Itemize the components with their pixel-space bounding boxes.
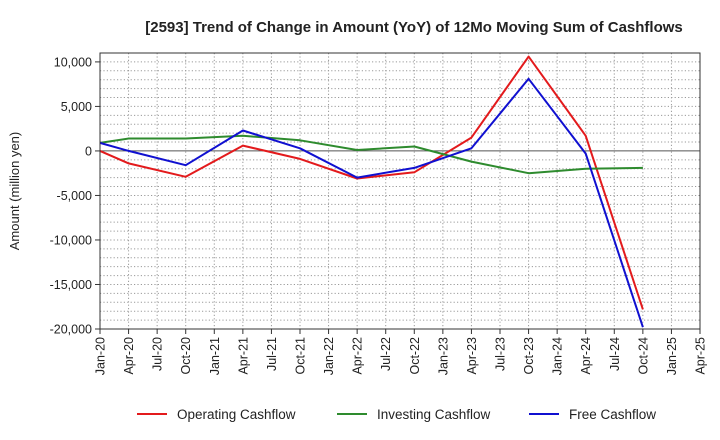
series-line-investing-cashflow xyxy=(99,134,643,175)
x-tick-label: Jan-24 xyxy=(551,337,565,375)
x-tick-label: Jan-23 xyxy=(436,337,450,375)
y-tick-label: 10,000 xyxy=(54,55,92,69)
series-line-free-cashflow xyxy=(99,77,644,328)
x-tick-label: Jan-22 xyxy=(322,337,336,375)
x-tick-label: Jul-23 xyxy=(494,337,508,371)
y-tick-label: -10,000 xyxy=(50,233,92,247)
chart-title: [2593] Trend of Change in Amount (YoY) o… xyxy=(145,19,683,36)
x-tick-label: Apr-23 xyxy=(465,337,479,375)
x-tick-label: Oct-23 xyxy=(522,337,536,375)
x-tick-label: Oct-24 xyxy=(636,337,650,375)
x-tick-label: Jul-22 xyxy=(379,337,393,371)
x-tick-label: Apr-22 xyxy=(351,337,365,375)
x-tick-label: Jul-21 xyxy=(265,337,279,371)
legend-label: Free Cashflow xyxy=(569,407,656,422)
x-tick-label: Apr-24 xyxy=(579,337,593,375)
x-tick-label: Jul-20 xyxy=(151,337,165,371)
plot-area xyxy=(100,53,700,329)
legend-label: Operating Cashflow xyxy=(177,407,296,422)
legend-label: Investing Cashflow xyxy=(377,407,491,422)
axes: 10,0005,0000-5,000-10,000-15,000-20,000J… xyxy=(50,52,708,375)
x-tick-label: Jan-20 xyxy=(94,337,108,375)
plot-background xyxy=(100,53,700,329)
y-tick-label: -15,000 xyxy=(50,278,92,292)
x-tick-label: Oct-21 xyxy=(294,337,308,375)
y-tick-label: 0 xyxy=(85,144,92,158)
x-tick-label: Oct-22 xyxy=(408,337,422,375)
x-tick-label: Apr-20 xyxy=(122,337,136,375)
y-axis-label: Amount (million yen) xyxy=(7,132,22,251)
series-lines xyxy=(99,55,644,328)
x-tick-label: Apr-25 xyxy=(694,337,708,375)
y-tick-label: -20,000 xyxy=(50,323,92,337)
x-tick-label: Jul-24 xyxy=(608,337,622,371)
y-tick-label: 5,000 xyxy=(61,100,92,114)
x-tick-label: Apr-21 xyxy=(236,337,250,375)
legend: Operating Cashflow Investing Cashflow Free… xyxy=(137,407,656,422)
x-tick-label: Jan-25 xyxy=(665,337,679,375)
y-tick-label: -5,000 xyxy=(57,189,92,203)
plot-frame xyxy=(99,52,701,330)
x-tick-label: Jan-21 xyxy=(208,337,222,375)
x-tick-label: Oct-20 xyxy=(179,337,193,375)
